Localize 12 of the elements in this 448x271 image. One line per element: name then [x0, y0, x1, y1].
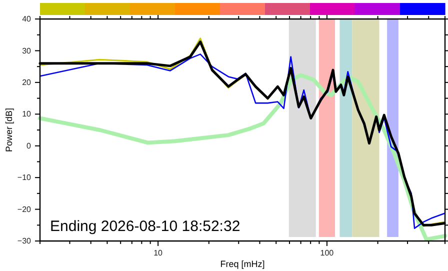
y-tick-label: −20: [17, 204, 32, 214]
y-tick-label: 30: [22, 46, 32, 56]
annotation: Ending 2026-08-10 18:52:32: [50, 218, 240, 235]
y-tick-label: −30: [17, 236, 32, 246]
x-axis-title: Freq [mHz]: [220, 259, 265, 269]
y-tick-label: 20: [22, 78, 32, 87]
y-tick-label: 10: [22, 110, 32, 119]
y-tick-label: −10: [17, 173, 32, 182]
x-tick-label: 100: [320, 248, 334, 258]
y-tick-label: 0: [26, 141, 32, 150]
y-tick-label: 40: [22, 14, 32, 24]
y-axis-title: Power [dB]: [4, 108, 14, 152]
